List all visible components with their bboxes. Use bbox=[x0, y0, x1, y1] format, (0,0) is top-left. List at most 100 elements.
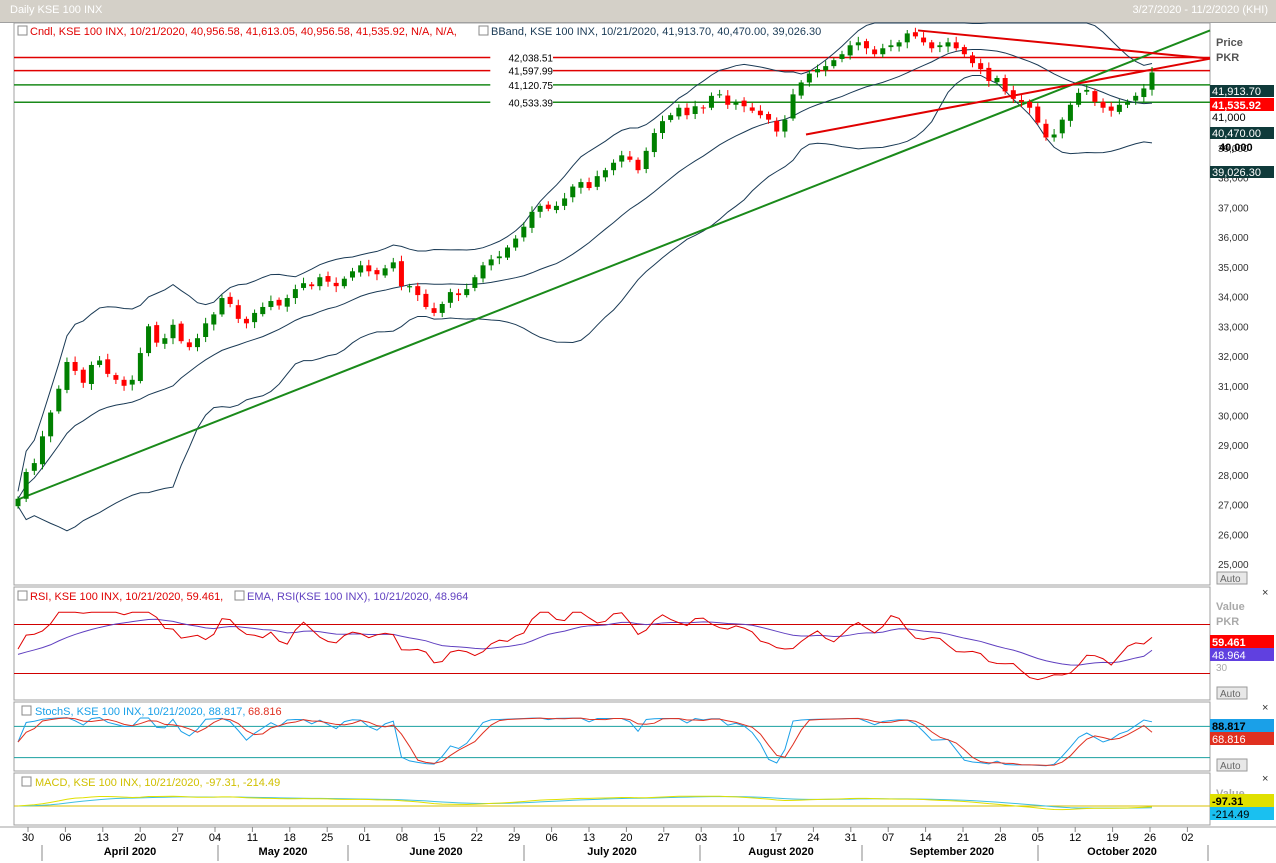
candle-body bbox=[888, 45, 894, 48]
stoch-d-line bbox=[17, 717, 1153, 766]
candle-legend-icon bbox=[17, 25, 28, 36]
candle-body bbox=[1108, 106, 1114, 111]
rsi-ema-legend-icon bbox=[234, 590, 245, 601]
macd-badge-text: -97.31 bbox=[1212, 796, 1243, 808]
candle-body bbox=[1133, 95, 1139, 101]
stoch-legend-text: StochS, KSE 100 INX, 10/21/2020, 88.817, bbox=[35, 706, 245, 718]
candle-body bbox=[627, 156, 633, 160]
x-tick-label: 13 bbox=[97, 832, 109, 844]
price-auto-button[interactable] bbox=[1216, 571, 1248, 585]
candle-body bbox=[815, 69, 821, 73]
price-panel[interactable]: 42,038.51 41,597.99 41,120.75 40,533.39 bbox=[14, 22, 1211, 532]
candle-body bbox=[317, 277, 323, 287]
candle-body bbox=[1035, 106, 1041, 123]
rsi-close-icon[interactable]: × bbox=[1262, 587, 1268, 599]
candle-body bbox=[415, 286, 421, 296]
candle-body bbox=[488, 259, 494, 266]
stoch-d-badge bbox=[1210, 732, 1274, 745]
candle-body bbox=[129, 379, 135, 385]
candle-body bbox=[472, 277, 478, 288]
macd-close-icon[interactable]: × bbox=[1262, 773, 1268, 785]
candle-body bbox=[782, 119, 788, 132]
x-tick-label: 05 bbox=[1032, 832, 1044, 844]
candle-body bbox=[855, 42, 861, 46]
candle-body bbox=[333, 282, 339, 287]
stoch-legend-d-text: 68.816 bbox=[248, 706, 282, 718]
candle-body bbox=[570, 186, 576, 198]
rsi-panel[interactable] bbox=[14, 611, 1210, 681]
price-tick-label: 35,000 bbox=[1218, 263, 1249, 274]
x-tick-label: 18 bbox=[284, 832, 296, 844]
stoch-auto-button[interactable] bbox=[1216, 758, 1248, 772]
window-title: Daily KSE 100 INX bbox=[10, 4, 103, 16]
candle-body bbox=[243, 318, 249, 324]
candle-body bbox=[578, 182, 584, 188]
candle-body bbox=[937, 45, 943, 48]
macd-signal-badge bbox=[1210, 807, 1274, 820]
rsi-auto-button[interactable] bbox=[1216, 686, 1248, 700]
candle-body bbox=[496, 256, 502, 259]
candle-body bbox=[374, 270, 380, 275]
candle-body bbox=[872, 49, 878, 55]
bb-upper-badge bbox=[1210, 85, 1274, 97]
candle-body bbox=[162, 338, 168, 344]
bb-middle-line bbox=[17, 48, 1153, 500]
rsi-ema-legend-text: EMA, RSI(KSE 100 INX), 10/21/2020, 48.96… bbox=[247, 591, 468, 603]
horizontal-line-label: 41,120.75 bbox=[509, 81, 554, 92]
candle-body bbox=[896, 42, 902, 47]
price-tick-label: 25,000 bbox=[1218, 560, 1249, 571]
candle-body bbox=[700, 107, 706, 109]
rsi-legend: RSI, KSE 100 INX, 10/21/2020, 59.461, EM… bbox=[17, 587, 1274, 700]
x-tick-label: 24 bbox=[807, 832, 819, 844]
red-trendline-rising[interactable] bbox=[805, 57, 1211, 136]
candle-body bbox=[15, 498, 21, 507]
candle-body bbox=[48, 412, 54, 437]
candle-body bbox=[831, 60, 837, 67]
rsi-badge-text: 59.461 bbox=[1212, 637, 1246, 649]
candle-body bbox=[1059, 119, 1065, 134]
x-tick-label: 15 bbox=[433, 832, 445, 844]
rsi-badge bbox=[1210, 635, 1274, 648]
candle-body bbox=[186, 342, 192, 348]
x-axis: 30 06 13 20 27 04 11 18 25 01 08 15 22 29 06 13 20 27 03 10… bbox=[22, 827, 1209, 861]
candle-body bbox=[366, 265, 372, 272]
candle-body bbox=[994, 78, 1000, 83]
candle-body bbox=[219, 298, 225, 315]
macd-panel[interactable] bbox=[14, 795, 1210, 811]
date-range: 3/27/2020 - 11/2/2020 (KHI) bbox=[1132, 4, 1268, 16]
macd-legend: MACD, KSE 100 INX, 10/21/2020, -97.31, -… bbox=[21, 773, 1274, 821]
price-legend: Cndl, KSE 100 INX, 10/21/2020, 40,956.58… bbox=[17, 25, 821, 38]
month-label: July 2020 bbox=[587, 846, 637, 858]
rsi-legend-text: RSI, KSE 100 INX, 10/21/2020, 59.461, bbox=[30, 591, 223, 603]
bb-mid-badge bbox=[1210, 127, 1274, 139]
candle-body bbox=[39, 436, 45, 465]
bb-upper-badge-text: 41,913.70 bbox=[1212, 86, 1261, 98]
x-tick-label: 13 bbox=[583, 832, 595, 844]
green-trendline[interactable] bbox=[15, 29, 1211, 502]
price-tick-label: 32,000 bbox=[1218, 352, 1249, 363]
candle-body bbox=[970, 55, 976, 64]
candle-body bbox=[1067, 104, 1073, 121]
stoch-close-icon[interactable]: × bbox=[1262, 702, 1268, 714]
candle-body bbox=[594, 176, 600, 187]
candle-body bbox=[749, 107, 755, 111]
x-tick-label: 06 bbox=[59, 832, 71, 844]
candle-body bbox=[529, 211, 535, 228]
candle-body bbox=[447, 292, 453, 303]
candle-body bbox=[268, 301, 274, 307]
candle-body bbox=[178, 323, 184, 342]
candle-body bbox=[978, 63, 984, 70]
candle-body bbox=[301, 283, 307, 288]
candle-body bbox=[766, 113, 772, 120]
stoch-k-badge bbox=[1210, 719, 1274, 732]
price-axis-title: Price bbox=[1216, 37, 1243, 49]
stoch-panel[interactable] bbox=[14, 717, 1210, 767]
candle-body bbox=[211, 314, 217, 325]
rsi-ema-badge bbox=[1210, 648, 1274, 661]
red-trendline-falling[interactable] bbox=[917, 29, 1211, 60]
x-tick-label: 02 bbox=[1181, 832, 1193, 844]
rsi-ema-line bbox=[17, 618, 1153, 666]
x-tick-label: 20 bbox=[134, 832, 146, 844]
candle-body bbox=[929, 42, 935, 49]
